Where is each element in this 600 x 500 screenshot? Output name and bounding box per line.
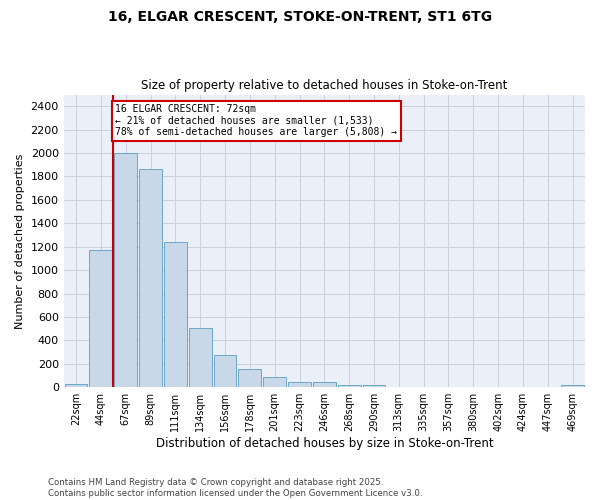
Bar <box>164 242 187 387</box>
Bar <box>139 170 162 387</box>
Bar <box>214 355 236 387</box>
Title: Size of property relative to detached houses in Stoke-on-Trent: Size of property relative to detached ho… <box>141 79 508 92</box>
Bar <box>89 250 112 387</box>
Y-axis label: Number of detached properties: Number of detached properties <box>15 153 25 328</box>
Bar <box>288 382 311 387</box>
Text: 16, ELGAR CRESCENT, STOKE-ON-TRENT, ST1 6TG: 16, ELGAR CRESCENT, STOKE-ON-TRENT, ST1 … <box>108 10 492 24</box>
Bar <box>189 328 212 387</box>
Bar <box>263 376 286 387</box>
Bar <box>338 385 361 387</box>
Bar <box>65 384 88 387</box>
Bar <box>115 153 137 387</box>
Bar <box>313 382 336 387</box>
Bar <box>238 369 261 387</box>
X-axis label: Distribution of detached houses by size in Stoke-on-Trent: Distribution of detached houses by size … <box>155 437 493 450</box>
Text: 16 ELGAR CRESCENT: 72sqm
← 21% of detached houses are smaller (1,533)
78% of sem: 16 ELGAR CRESCENT: 72sqm ← 21% of detach… <box>115 104 397 137</box>
Bar <box>561 385 584 387</box>
Text: Contains HM Land Registry data © Crown copyright and database right 2025.
Contai: Contains HM Land Registry data © Crown c… <box>48 478 422 498</box>
Bar <box>362 385 385 387</box>
